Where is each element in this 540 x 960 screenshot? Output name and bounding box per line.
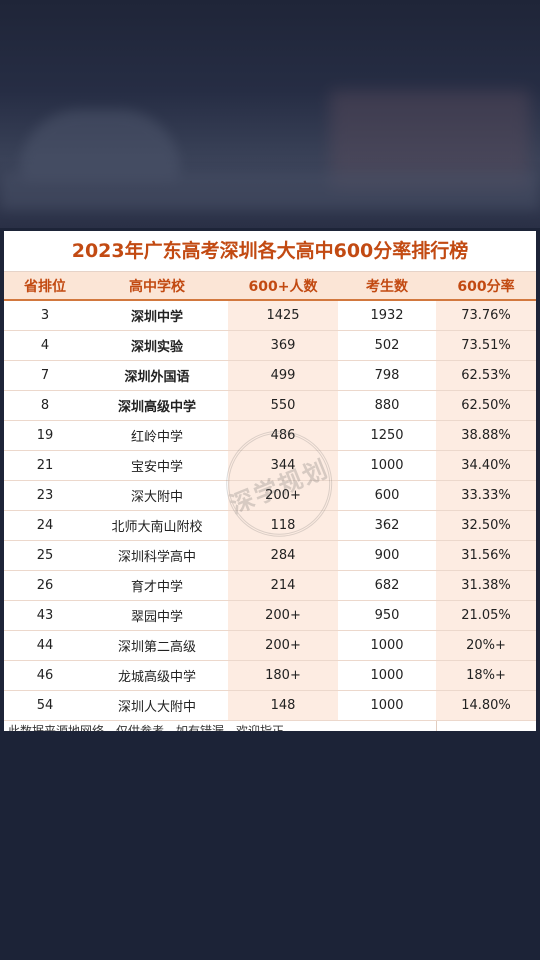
cell-examinees: 362 [338,510,436,541]
column-header-count600: 600+人数 [228,272,338,301]
cell-rank: 24 [4,510,86,541]
table-row: 23 深大附中 200+ 600 33.33% [4,480,536,511]
table-row: 19 红岭中学 486 1250 38.88% [4,420,536,451]
cell-examinees: 950 [338,600,436,631]
cell-school: 深大附中 [86,480,228,511]
cell-school: 北师大南山附校 [86,510,228,541]
cell-school: 深圳外国语 [86,360,228,391]
table-row: 26 育才中学 214 682 31.38% [4,570,536,601]
cell-count600: 499 [228,360,338,391]
cell-examinees: 880 [338,390,436,421]
cell-count600: 200+ [228,600,338,631]
column-header-rank: 省排位 [4,272,86,301]
cell-school: 深圳第二高级 [86,630,228,661]
column-header-rate: 600分率 [436,272,536,301]
cell-examinees: 1000 [338,630,436,661]
cell-rate: 20%+ [436,630,536,661]
cell-rate: 62.53% [436,360,536,391]
cell-school: 深圳科学高中 [86,540,228,571]
cell-school: 翠园中学 [86,600,228,631]
table-row: 44 深圳第二高级 200+ 1000 20%+ [4,630,536,661]
table-header-row: 省排位 高中学校 600+人数 考生数 600分率 [4,272,536,301]
cell-rank: 43 [4,600,86,631]
cell-count600: 284 [228,540,338,571]
cell-rank: 4 [4,330,86,361]
table-row: 24 北师大南山附校 118 362 32.50% [4,510,536,541]
table-row: 3 深圳中学 1425 1932 73.76% [4,300,536,331]
cell-examinees: 682 [338,570,436,601]
cell-school: 红岭中学 [86,420,228,451]
cell-school: 深圳实验 [86,330,228,361]
cell-examinees: 900 [338,540,436,571]
table-row: 25 深圳科学高中 284 900 31.56% [4,540,536,571]
cell-examinees: 798 [338,360,436,391]
cell-count600: 118 [228,510,338,541]
cell-rank: 46 [4,660,86,691]
cell-examinees: 1000 [338,690,436,721]
cell-count600: 369 [228,330,338,361]
cell-rank: 26 [4,570,86,601]
cell-count600: 1425 [228,300,338,331]
cell-rate: 32.50% [436,510,536,541]
table-row: 7 深圳外国语 499 798 62.53% [4,360,536,391]
table-row: 54 深圳人大附中 148 1000 14.80% [4,690,536,721]
table-row: 21 宝安中学 344 1000 34.40% [4,450,536,481]
cell-rate: 31.38% [436,570,536,601]
table-row: 43 翠园中学 200+ 950 21.05% [4,600,536,631]
table-row: 8 深圳高级中学 550 880 62.50% [4,390,536,421]
cell-rate: 18%+ [436,660,536,691]
cell-rate: 31.56% [436,540,536,571]
cell-count600: 180+ [228,660,338,691]
cell-rate: 33.33% [436,480,536,511]
cell-rank: 23 [4,480,86,511]
cell-rate: 21.05% [436,600,536,631]
ranking-card: 2023年广东高考深圳各大高中600分率排行榜 省排位 高中学校 600+人数 … [4,231,536,740]
column-header-examinees: 考生数 [338,272,436,301]
cell-examinees: 1250 [338,420,436,451]
cell-examinees: 1932 [338,300,436,331]
cell-rank: 44 [4,630,86,661]
cell-school: 龙城高级中学 [86,660,228,691]
cell-rate: 73.51% [436,330,536,361]
cell-rank: 54 [4,690,86,721]
blurred-building [20,110,180,180]
cell-school: 深圳人大附中 [86,690,228,721]
cell-count600: 200+ [228,630,338,661]
table-row: 4 深圳实验 369 502 73.51% [4,330,536,361]
cell-rate: 73.76% [436,300,536,331]
cell-rank: 8 [4,390,86,421]
cell-examinees: 502 [338,330,436,361]
cell-count600: 214 [228,570,338,601]
background-bottom [0,731,540,960]
cell-count600: 486 [228,420,338,451]
cell-count600: 550 [228,390,338,421]
cell-rank: 3 [4,300,86,331]
ranking-table: 省排位 高中学校 600+人数 考生数 600分率 3 深圳中学 1425 1932 7… [4,272,536,740]
cell-rank: 21 [4,450,86,481]
cell-count600: 148 [228,690,338,721]
cell-rank: 7 [4,360,86,391]
cell-school: 深圳高级中学 [86,390,228,421]
cell-examinees: 1000 [338,450,436,481]
cell-rate: 14.80% [436,690,536,721]
cell-count600: 344 [228,450,338,481]
cell-school: 育才中学 [86,570,228,601]
cell-school: 深圳中学 [86,300,228,331]
cell-rate: 62.50% [436,390,536,421]
cell-examinees: 1000 [338,660,436,691]
cell-rank: 25 [4,540,86,571]
blurred-ground [0,170,540,210]
cell-rate: 34.40% [436,450,536,481]
column-header-school: 高中学校 [86,272,228,301]
cell-examinees: 600 [338,480,436,511]
cell-count600: 200+ [228,480,338,511]
cell-rate: 38.88% [436,420,536,451]
background-photo [0,0,540,228]
cell-school: 宝安中学 [86,450,228,481]
page-title: 2023年广东高考深圳各大高中600分率排行榜 [4,231,536,272]
table-row: 46 龙城高级中学 180+ 1000 18%+ [4,660,536,691]
cell-rank: 19 [4,420,86,451]
